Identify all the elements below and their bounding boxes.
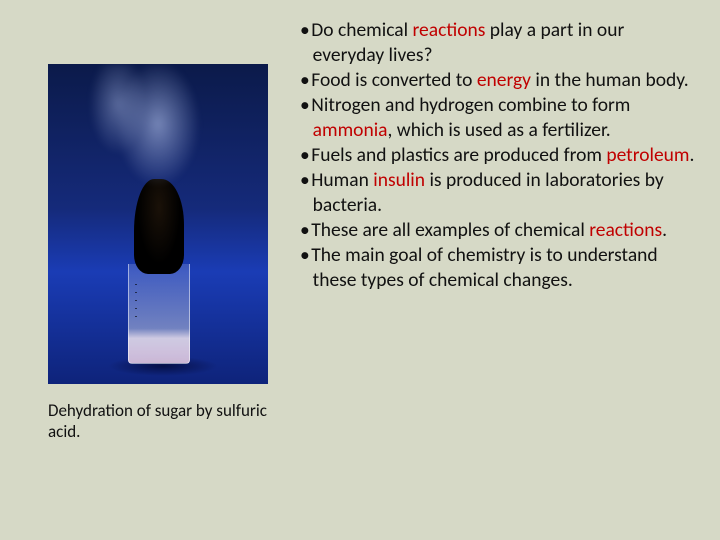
bullet-item: Do chemical reactions play a part in our…	[300, 18, 698, 68]
bullet-item: Food is converted to energy in the human…	[300, 68, 698, 93]
beaker-icon	[128, 264, 190, 364]
bullet-text: Human	[311, 168, 373, 192]
bullet-text: Food is converted to	[311, 68, 477, 92]
bullet-text: Nitrogen and hydrogen combine to form	[311, 93, 630, 117]
bullet-text: The main goal of chemistry is to underst…	[311, 243, 657, 292]
keyword: petroleum	[606, 143, 689, 167]
bullet-text: , which is used as a fertilizer.	[388, 118, 611, 142]
bullet-item: These are all examples of chemical react…	[300, 218, 698, 243]
bullet-text: Do chemical	[311, 18, 412, 42]
bullet-text: Fuels and plastics are produced from	[311, 143, 606, 167]
bullet-item: Nitrogen and hydrogen combine to form am…	[300, 93, 698, 143]
bullet-text: .	[690, 143, 695, 167]
right-column: Do chemical reactions play a part in our…	[300, 18, 698, 292]
keyword: insulin	[373, 168, 425, 192]
keyword: reactions	[589, 218, 662, 242]
keyword: reactions	[413, 18, 486, 42]
bullet-item: The main goal of chemistry is to underst…	[300, 243, 698, 293]
keyword: energy	[477, 68, 531, 92]
bullet-item: Human insulin is produced in laboratorie…	[300, 168, 698, 218]
reaction-photo	[48, 64, 268, 384]
bullet-item: Fuels and plastics are produced from pet…	[300, 143, 698, 168]
image-caption: Dehydration of sugar by sulfuric acid.	[48, 400, 268, 443]
keyword: ammonia	[313, 118, 388, 142]
smoke-icon	[88, 64, 228, 214]
bullet-list: Do chemical reactions play a part in our…	[300, 18, 698, 292]
left-column: Dehydration of sugar by sulfuric acid.	[48, 64, 268, 443]
bullet-text: .	[662, 218, 667, 242]
bullet-text: in the human body.	[531, 68, 689, 92]
bullet-text: These are all examples of chemical	[311, 218, 589, 242]
